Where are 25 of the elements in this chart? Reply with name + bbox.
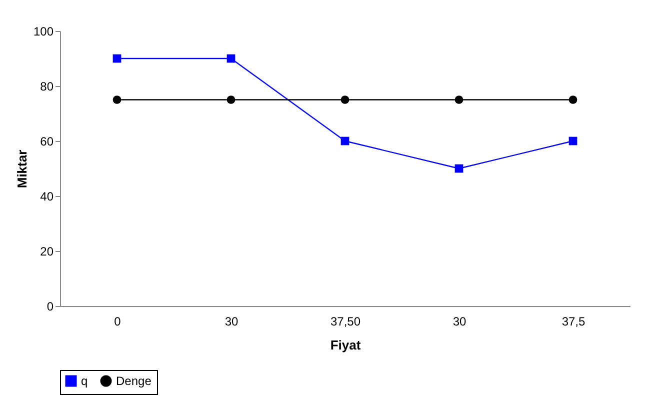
y-tick-label: 80 bbox=[40, 80, 54, 94]
point bbox=[454, 164, 464, 173]
point bbox=[340, 136, 350, 146]
point bbox=[340, 96, 350, 104]
legend-label: Denge bbox=[116, 374, 152, 388]
x-tick-label: 30 bbox=[224, 314, 238, 328]
y-tick-label: 20 bbox=[40, 244, 54, 258]
y-tick-label: 100 bbox=[33, 24, 54, 38]
x-tick-label: 30 bbox=[452, 314, 466, 328]
point bbox=[454, 96, 464, 104]
y-axis-title: Miktar bbox=[14, 150, 30, 188]
y-tick-label: 0 bbox=[46, 300, 54, 314]
point bbox=[226, 96, 236, 104]
legend-label: q bbox=[81, 374, 88, 388]
y-tick-label: 60 bbox=[40, 134, 54, 148]
y-tick-label: 40 bbox=[40, 190, 54, 204]
x-tick-label: 0 bbox=[114, 314, 122, 328]
point bbox=[568, 96, 578, 104]
point bbox=[568, 136, 578, 146]
point bbox=[226, 54, 236, 63]
x-tick-label: 37,5 bbox=[562, 314, 586, 328]
point bbox=[112, 96, 122, 104]
point bbox=[112, 54, 122, 63]
x-tick-label: 37,50 bbox=[330, 314, 361, 328]
x-axis-title: Fiyat bbox=[330, 338, 362, 352]
